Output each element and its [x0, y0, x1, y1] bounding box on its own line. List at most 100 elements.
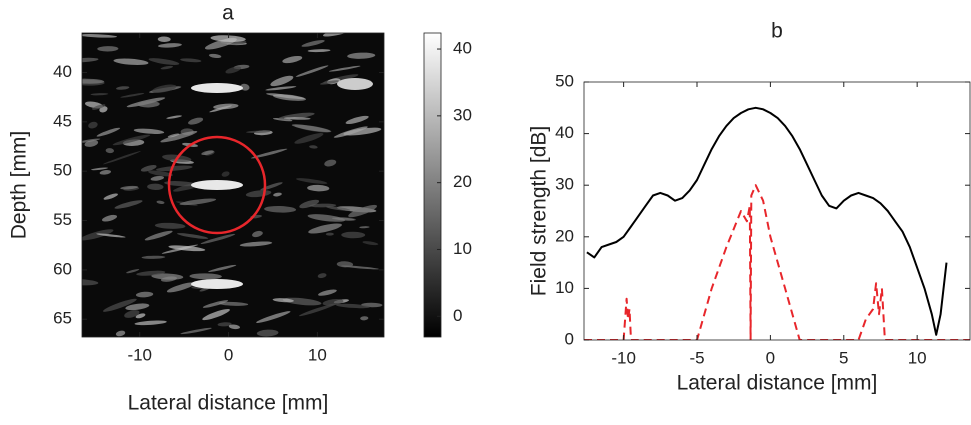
- speckle: [297, 2, 316, 12]
- x-tick-label: 5: [839, 348, 848, 367]
- speckle: [307, 184, 330, 192]
- speckle: [283, 117, 311, 120]
- speckle: [325, 232, 334, 236]
- y-tick-label: 55: [53, 210, 72, 229]
- speckle: [347, 52, 376, 59]
- speckle: [166, 282, 195, 293]
- speckle: [345, 115, 369, 124]
- speckle: [336, 261, 354, 268]
- series-line: [584, 184, 970, 340]
- image-speckle: [82, 2, 383, 337]
- speckle: [318, 289, 337, 296]
- speckle: [102, 214, 118, 222]
- series-line: [586, 106, 948, 336]
- speckle: [90, 93, 109, 96]
- speckle: [99, 170, 112, 175]
- axes-frame: [81, 32, 385, 338]
- speckle: [82, 278, 99, 286]
- speckle: [82, 34, 118, 38]
- axes-frame: [583, 81, 971, 341]
- speckle: [90, 167, 108, 171]
- speckle: [260, 26, 276, 31]
- x-tick-label: 10: [308, 345, 327, 364]
- x-tick-label: -10: [611, 348, 636, 367]
- speckle: [134, 320, 167, 326]
- speckle: [246, 130, 271, 134]
- speckle: [148, 170, 173, 177]
- speckle: [82, 78, 105, 84]
- speckle: [202, 300, 229, 308]
- x-tick-label: -10: [127, 345, 152, 364]
- speckle: [151, 273, 184, 280]
- speckle: [140, 26, 170, 32]
- speckle: [105, 148, 114, 154]
- speckle: [333, 126, 368, 138]
- speckle: [120, 185, 139, 190]
- y-tick-label: 20: [555, 226, 574, 245]
- speckle: [362, 241, 379, 246]
- speckle: [201, 150, 214, 156]
- speckle: [189, 273, 222, 280]
- speckle: [213, 103, 239, 110]
- speckle: [180, 327, 212, 335]
- speckle: [84, 140, 99, 147]
- speckle: [152, 84, 177, 93]
- speckle: [282, 55, 303, 64]
- speckle: [296, 178, 328, 184]
- speckle: [96, 233, 126, 238]
- speckle: [158, 43, 182, 48]
- speckle: [168, 245, 206, 252]
- y-tick-label: 40: [53, 62, 72, 81]
- speckle: [208, 264, 237, 272]
- speckle: [341, 231, 366, 239]
- bright-spot: [337, 78, 373, 90]
- y-tick-label: 0: [565, 329, 574, 348]
- speckle: [307, 214, 346, 222]
- y-tick-label: 30: [555, 175, 574, 194]
- y-tick-label: 50: [555, 71, 574, 90]
- speckle: [82, 229, 114, 241]
- speckle: [335, 303, 370, 309]
- speckle: [102, 298, 137, 312]
- speckle: [282, 297, 322, 306]
- speckle: [266, 93, 305, 100]
- speckle: [133, 128, 165, 134]
- bright-spot: [191, 180, 243, 190]
- speckle: [210, 35, 246, 42]
- speckle: [116, 86, 130, 90]
- speckle: [252, 230, 263, 238]
- speckle: [177, 233, 209, 239]
- speckle: [114, 200, 143, 209]
- speckle: [97, 46, 119, 52]
- speckle: [256, 329, 279, 337]
- speckle: [309, 145, 318, 149]
- speckle: [294, 133, 324, 144]
- speckle: [147, 183, 164, 191]
- speckle: [126, 269, 140, 274]
- speckle: [359, 226, 370, 229]
- speckle: [322, 298, 344, 306]
- speckle: [180, 58, 202, 63]
- y-tick-label: 45: [53, 111, 72, 130]
- speckle: [150, 175, 164, 181]
- speckle: [148, 58, 180, 65]
- speckle: [112, 134, 151, 146]
- speckle: [135, 291, 154, 298]
- y-tick-label: 50: [53, 161, 72, 180]
- speckle: [141, 255, 166, 259]
- x-tick-label: -5: [689, 348, 704, 367]
- plot-lines: [584, 106, 970, 340]
- speckle: [138, 101, 160, 108]
- speckle: [160, 65, 174, 70]
- speckle: [250, 148, 288, 159]
- speckle: [323, 33, 354, 37]
- speckle: [264, 205, 297, 213]
- x-tick-label: 10: [908, 348, 927, 367]
- speckle: [225, 66, 242, 74]
- speckle: [295, 65, 329, 77]
- speckle: [157, 36, 171, 43]
- speckle: [202, 309, 230, 321]
- speckle: [115, 330, 126, 337]
